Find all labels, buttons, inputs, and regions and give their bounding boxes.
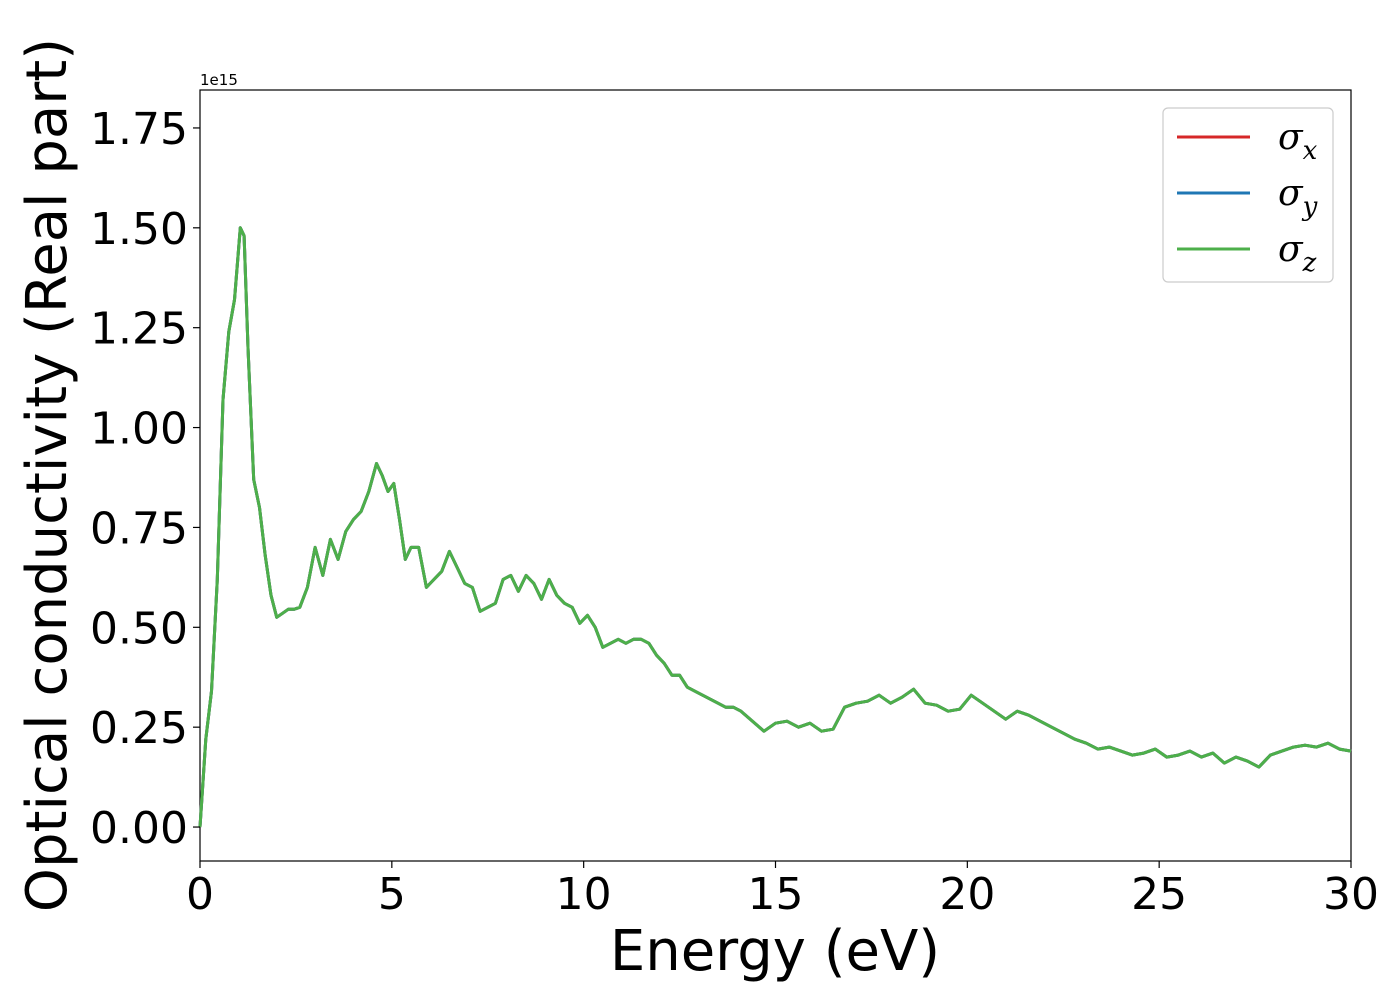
x-tick-label: 5 <box>378 869 406 920</box>
x-tick-label: 20 <box>939 869 995 920</box>
plot-frame <box>199 89 1352 862</box>
y-tick-label: 0.00 <box>90 803 188 854</box>
x-axis-title: Energy (eV) <box>610 919 940 984</box>
legend-label-sigma-z: σz <box>1278 229 1317 278</box>
series-line-sigma-z <box>198 226 1352 828</box>
y-tick-label: 0.25 <box>90 703 188 754</box>
y-axis-title: Optical conductivity (Real part) <box>15 38 80 912</box>
y-tick-label: 1.00 <box>90 404 188 455</box>
y-tick-label: 1.75 <box>90 104 188 155</box>
y-tick-label: 0.75 <box>90 503 188 554</box>
plot-area: 0 5 10 15 20 25 30 0.00 0.25 0.50 0.75 1.00 1.25 1.5… <box>90 89 1379 920</box>
legend-label-sigma-x: σx <box>1278 117 1318 166</box>
legend-label-sigma-y: σy <box>1278 173 1318 222</box>
x-tick-label: 0 <box>186 869 214 920</box>
y-offset-label: 1e15 <box>200 71 238 89</box>
y-tick-label: 0.50 <box>90 603 188 654</box>
x-tick-label: 25 <box>1131 869 1187 920</box>
x-tick-label: 30 <box>1323 869 1379 920</box>
legend-box <box>1162 107 1334 283</box>
y-tick-label: 1.50 <box>90 204 188 255</box>
legend: σx σy σz <box>1162 107 1334 283</box>
x-tick-label: 15 <box>748 869 804 920</box>
y-tick-label: 1.25 <box>90 304 188 355</box>
x-tick-label: 10 <box>556 869 612 920</box>
